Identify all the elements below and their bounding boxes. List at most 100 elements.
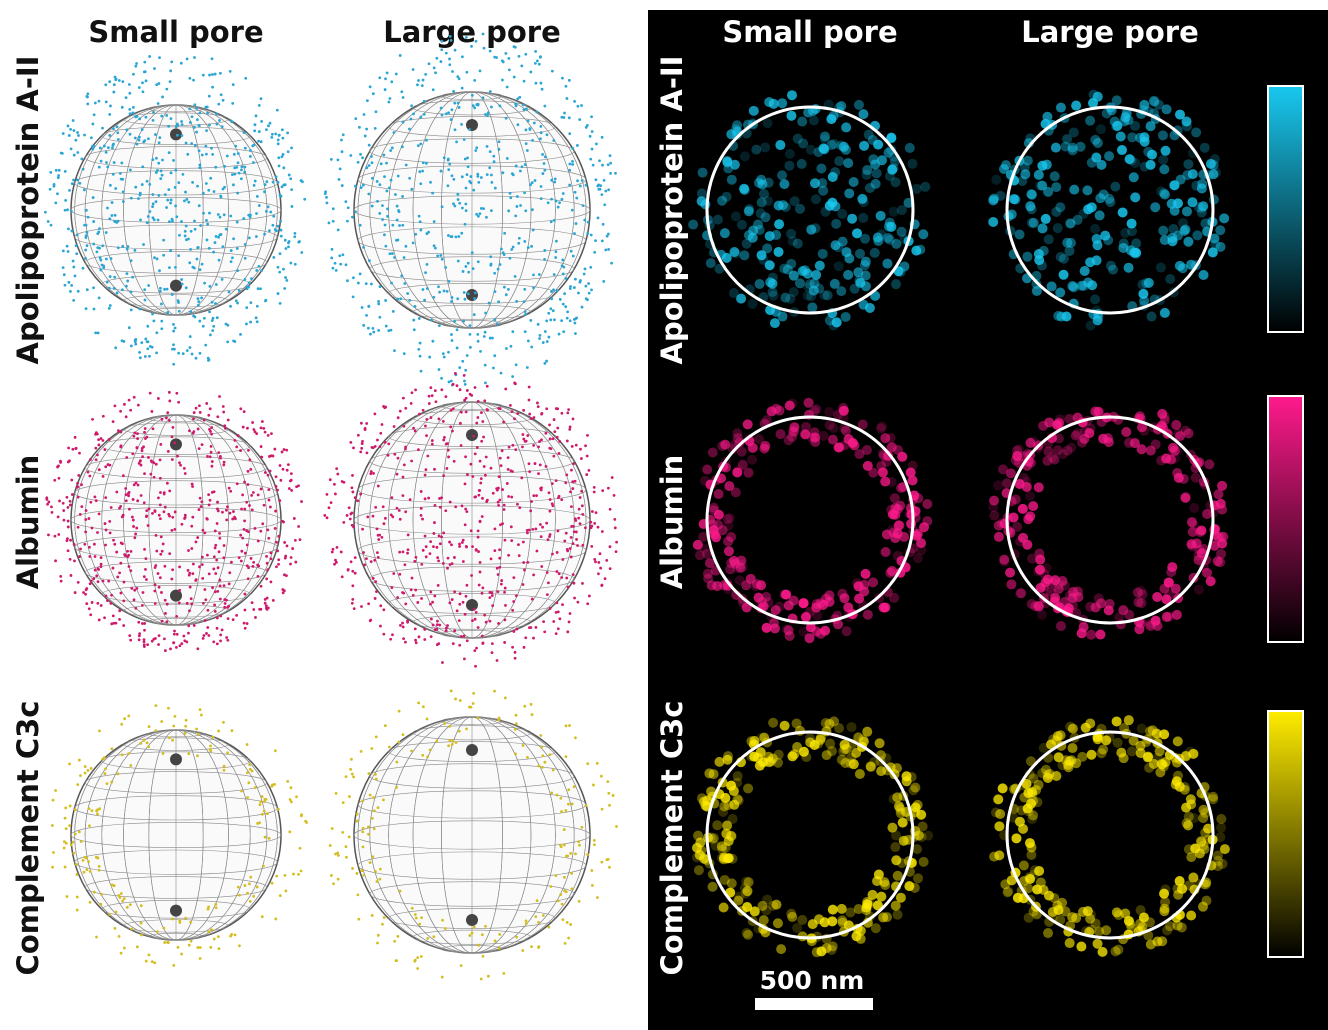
dot (99, 256, 102, 259)
localization (1143, 752, 1153, 762)
dot (215, 283, 218, 286)
dot (299, 847, 302, 850)
dot (164, 612, 167, 615)
dot (514, 214, 517, 217)
dot (496, 323, 499, 326)
localization (1172, 884, 1182, 894)
localization (811, 270, 821, 280)
dot (438, 291, 441, 294)
dot (211, 586, 214, 589)
dot (501, 59, 504, 62)
dot (615, 825, 618, 828)
dot (246, 892, 249, 895)
dot (552, 437, 555, 440)
localization (801, 752, 811, 762)
dot (189, 121, 192, 124)
dot (283, 541, 286, 544)
dot (221, 278, 224, 281)
localization (749, 106, 759, 116)
dot (528, 386, 531, 389)
dot (568, 621, 571, 624)
localization (1119, 753, 1129, 763)
dot (126, 550, 129, 553)
dot (410, 104, 413, 107)
dot (76, 783, 79, 786)
dot (553, 430, 556, 433)
localization (1155, 767, 1165, 777)
dot (222, 556, 225, 559)
localization (775, 140, 785, 150)
dot (138, 308, 141, 311)
dot (191, 353, 194, 356)
dot (494, 187, 497, 190)
dot (160, 303, 163, 306)
dot (272, 256, 275, 259)
dot (401, 622, 404, 625)
row-label: Apolipoprotein A-II (11, 56, 45, 365)
dot (341, 253, 344, 256)
localization (1161, 454, 1171, 464)
dot (112, 173, 115, 176)
dot (242, 426, 245, 429)
dot (576, 105, 579, 108)
dot (569, 923, 572, 926)
dot (417, 702, 420, 705)
dot (471, 932, 474, 935)
dot (526, 756, 529, 759)
dot (223, 606, 226, 609)
dot (524, 636, 527, 639)
dot (260, 269, 263, 272)
dot (211, 491, 214, 494)
localization (787, 90, 797, 100)
dot (289, 480, 292, 483)
dot (208, 212, 211, 215)
dot (353, 607, 356, 610)
column-header: Small pore (88, 15, 263, 49)
dot (335, 792, 338, 795)
dot (387, 454, 390, 457)
dot (213, 555, 216, 558)
dot (599, 184, 602, 187)
dot (399, 297, 402, 300)
dot (216, 507, 219, 510)
dot (584, 526, 587, 529)
localization (1138, 279, 1148, 289)
localization (737, 447, 747, 457)
dot (565, 473, 568, 476)
dot (516, 412, 519, 415)
dot (72, 119, 75, 122)
localization (1185, 747, 1195, 757)
dot (188, 429, 191, 432)
dot (121, 753, 124, 756)
localization (1216, 549, 1226, 559)
color-bar (1268, 396, 1303, 642)
localization (785, 294, 795, 304)
localization (731, 211, 741, 221)
dot (64, 199, 67, 202)
dot (152, 119, 155, 122)
dot (426, 263, 429, 266)
dot (112, 91, 115, 94)
dot (339, 263, 342, 266)
dot (341, 184, 344, 187)
localization (799, 598, 809, 608)
dot (250, 494, 253, 497)
dot (590, 288, 593, 291)
dot (201, 577, 204, 580)
dot (432, 624, 435, 627)
dot (465, 36, 468, 39)
dot (428, 356, 431, 359)
dot (143, 431, 146, 434)
dot (153, 590, 156, 593)
dot (54, 559, 57, 562)
dot (85, 868, 88, 871)
dot (141, 81, 144, 84)
localization (1043, 928, 1053, 938)
dot (544, 330, 547, 333)
dot (186, 153, 189, 156)
localization (1182, 206, 1192, 216)
dot (108, 80, 111, 83)
localization (1018, 824, 1028, 834)
dot (328, 221, 331, 224)
dot (214, 572, 217, 575)
